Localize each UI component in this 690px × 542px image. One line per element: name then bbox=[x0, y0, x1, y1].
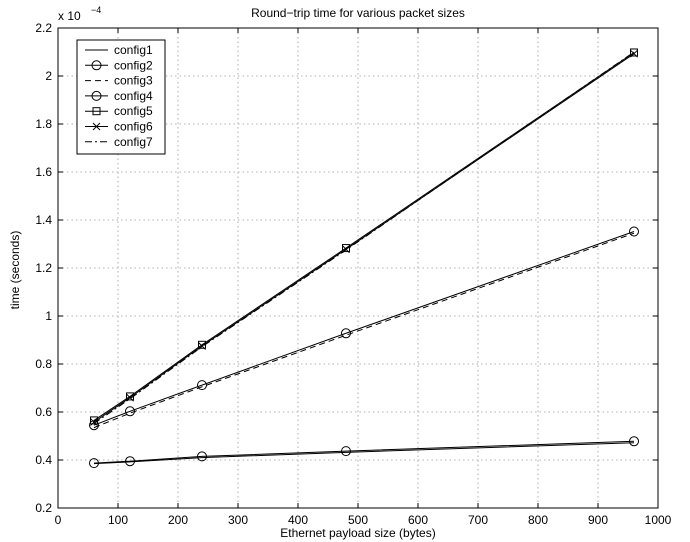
x-tick-label: 600 bbox=[408, 513, 428, 527]
series-config7 bbox=[94, 52, 634, 424]
legend-label: config5 bbox=[114, 104, 153, 118]
series-line bbox=[94, 232, 634, 426]
series-layer bbox=[90, 49, 639, 468]
x-tick-label: 400 bbox=[288, 513, 308, 527]
legend-label: config3 bbox=[114, 74, 153, 88]
chart-title: Round−trip time for various packet sizes bbox=[251, 6, 465, 20]
y-tick-label: 0.2 bbox=[35, 501, 52, 515]
x-tick-label: 900 bbox=[588, 513, 608, 527]
x-tick-label: 0 bbox=[55, 513, 62, 527]
legend-label: config6 bbox=[114, 120, 153, 134]
y-axis-label: time (seconds) bbox=[8, 231, 22, 310]
x-tick-label: 800 bbox=[528, 513, 548, 527]
legend-label: config4 bbox=[114, 89, 153, 103]
x-tick-label: 700 bbox=[468, 513, 488, 527]
series-config1 bbox=[94, 443, 634, 464]
x-tick-label: 500 bbox=[348, 513, 368, 527]
legend-label: config7 bbox=[114, 135, 153, 149]
y-multiplier-label: x 10 bbox=[58, 9, 81, 23]
y-tick-label: 0.8 bbox=[35, 357, 52, 371]
y-tick-label: 1.4 bbox=[35, 213, 52, 227]
y-tick-label: 1.2 bbox=[35, 261, 52, 275]
x-tick-label: 300 bbox=[228, 513, 248, 527]
y-tick-label: 1.6 bbox=[35, 165, 52, 179]
y-multiplier-exponent: −4 bbox=[91, 5, 101, 15]
y-tick-label: 1 bbox=[45, 309, 52, 323]
series-line bbox=[94, 54, 634, 422]
y-tick-label: 0.6 bbox=[35, 405, 52, 419]
x-axis-label: Ethernet payload size (bytes) bbox=[280, 526, 435, 540]
series-line bbox=[94, 443, 634, 464]
series-line bbox=[94, 233, 634, 427]
x-tick-label: 100 bbox=[108, 513, 128, 527]
legend-label: config2 bbox=[114, 58, 153, 72]
legend-label: config1 bbox=[114, 43, 153, 57]
x-tick-label: 200 bbox=[168, 513, 188, 527]
x-tick-label: 1000 bbox=[645, 513, 672, 527]
y-tick-label: 2 bbox=[45, 69, 52, 83]
series-config4 bbox=[90, 227, 639, 430]
y-tick-label: 1.8 bbox=[35, 117, 52, 131]
series-line bbox=[94, 52, 634, 424]
y-tick-label: 0.4 bbox=[35, 453, 52, 467]
series-config3 bbox=[94, 233, 634, 427]
y-tick-label: 2.2 bbox=[35, 21, 52, 35]
